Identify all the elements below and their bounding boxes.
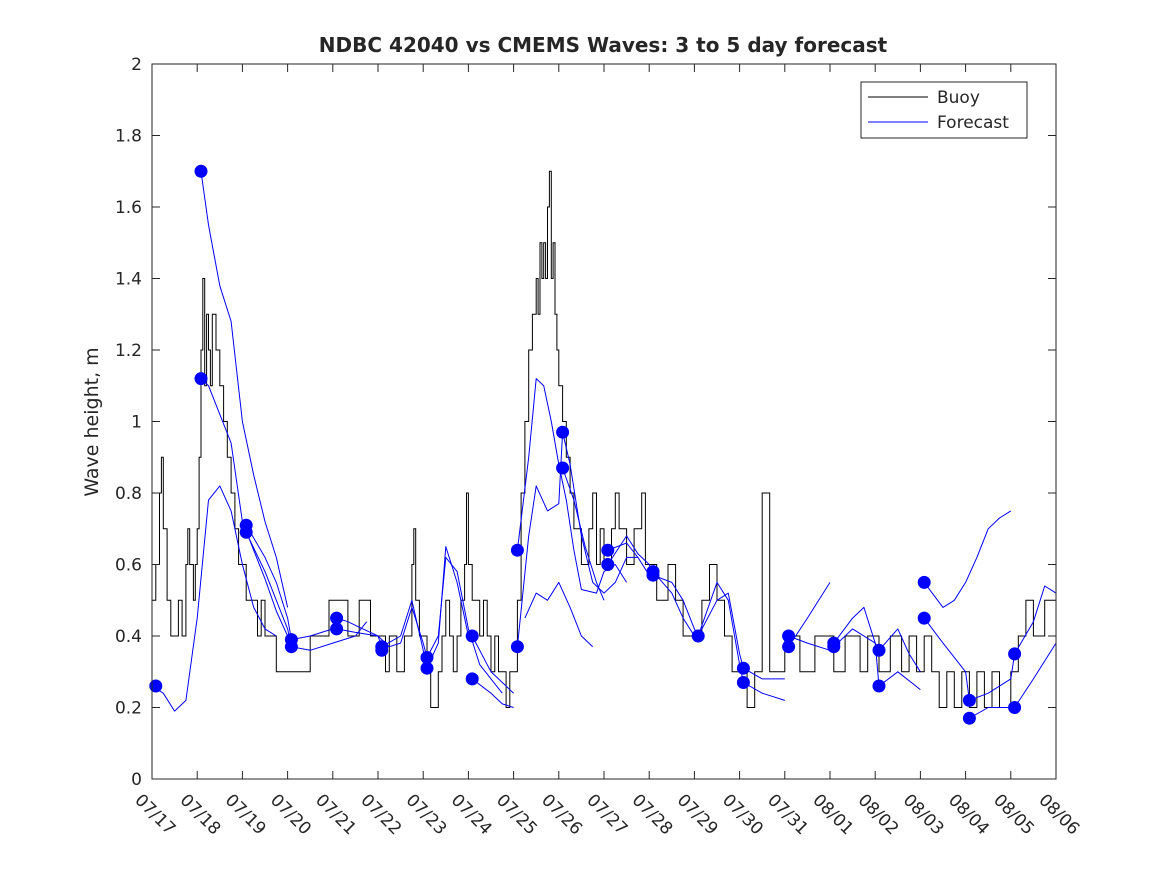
x-tick-label: 08/01 bbox=[808, 790, 857, 839]
plot-area bbox=[152, 64, 1056, 779]
chart-title: NDBC 42040 vs CMEMS Waves: 3 to 5 day fo… bbox=[319, 33, 888, 57]
legend-label-forecast: Forecast bbox=[937, 113, 1009, 133]
x-tick-label: 08/04 bbox=[944, 790, 993, 839]
forecast-init-marker bbox=[736, 676, 750, 689]
forecast-series-line bbox=[524, 581, 594, 648]
legend: Buoy Forecast bbox=[860, 81, 1028, 139]
forecast-init-marker bbox=[917, 575, 931, 589]
forecast-init-marker bbox=[601, 558, 615, 571]
forecast-init-marker bbox=[962, 693, 976, 707]
forecast-init-marker bbox=[510, 543, 524, 557]
forecast-series-line bbox=[516, 378, 628, 594]
forecast-series-line bbox=[336, 556, 503, 694]
legend-box bbox=[860, 81, 1028, 139]
x-tick-label: 08/06 bbox=[1034, 790, 1083, 839]
forecast-init-marker bbox=[962, 711, 976, 725]
y-tick-label: 0.2 bbox=[115, 699, 142, 719]
forecast-init-marker bbox=[782, 629, 796, 643]
x-tick-label: 07/21 bbox=[311, 790, 360, 839]
x-tick-label: 07/19 bbox=[221, 790, 270, 839]
forecast-series-line bbox=[923, 585, 1057, 701]
y-tick-label: 1.6 bbox=[115, 198, 142, 218]
forecast-init-marker bbox=[646, 568, 660, 582]
x-tick-label: 07/20 bbox=[266, 790, 315, 839]
y-axis: 0 0.2 0.4 0.6 0.8 1 1.2 1.4 1.6 1.8 2 bbox=[115, 55, 1056, 790]
y-tick-label: 1.4 bbox=[115, 270, 142, 290]
x-tick-label: 07/25 bbox=[492, 790, 541, 839]
forecast-init-marker bbox=[872, 643, 886, 657]
forecast-series-line bbox=[200, 171, 289, 608]
forecast-init-marker bbox=[149, 679, 163, 693]
data-layer bbox=[149, 164, 1057, 725]
y-axis-label: Wave height, m bbox=[81, 347, 103, 496]
y-tick-label: 0 bbox=[131, 770, 142, 790]
forecast-init-marker bbox=[917, 611, 931, 625]
forecast-init-marker bbox=[782, 640, 796, 654]
forecast-series-line bbox=[151, 485, 277, 712]
x-tick-label: 07/18 bbox=[176, 790, 225, 839]
forecast-init-marker bbox=[194, 372, 208, 386]
x-tick-label: 07/22 bbox=[356, 790, 405, 839]
forecast-init-marker bbox=[330, 622, 344, 636]
x-tick-label: 07/31 bbox=[763, 790, 812, 839]
forecast-init-marker bbox=[465, 672, 479, 686]
forecast-init-marker bbox=[420, 661, 434, 675]
forecast-init-marker bbox=[556, 425, 570, 439]
x-tick-label: 07/29 bbox=[673, 790, 722, 839]
forecast-series-line bbox=[516, 431, 638, 647]
forecast-init-marker bbox=[872, 679, 886, 693]
y-tick-label: 0.8 bbox=[115, 484, 142, 504]
x-tick-label: 07/26 bbox=[537, 790, 586, 839]
forecast-init-marker bbox=[375, 643, 389, 657]
forecast-series-line bbox=[788, 606, 921, 673]
forecast-init-marker bbox=[827, 640, 841, 654]
forecast-init-marker bbox=[1008, 701, 1022, 714]
x-tick-label: 08/05 bbox=[989, 790, 1038, 839]
forecast-series-line bbox=[245, 532, 368, 651]
y-tick-label: 0.6 bbox=[115, 556, 142, 576]
x-tick-label: 07/28 bbox=[628, 790, 677, 839]
forecast-init-marker bbox=[420, 651, 434, 664]
y-tick-label: 2 bbox=[131, 55, 142, 75]
forecast-series-line bbox=[923, 510, 1012, 608]
forecast-init-marker bbox=[556, 461, 570, 475]
legend-label-buoy: Buoy bbox=[937, 88, 980, 108]
forecast-init-marker bbox=[330, 611, 344, 625]
x-tick-label: 08/03 bbox=[899, 790, 948, 839]
forecast-series-line bbox=[245, 524, 333, 641]
y-tick-label: 0.4 bbox=[115, 627, 142, 647]
x-tick-label: 08/02 bbox=[854, 790, 903, 839]
forecast-init-marker bbox=[239, 525, 253, 539]
x-tick-label: 07/24 bbox=[447, 790, 496, 839]
y-tick-label: 1.2 bbox=[115, 341, 142, 361]
x-tick-label: 07/23 bbox=[402, 790, 451, 839]
forecast-series-line bbox=[471, 678, 514, 708]
forecast-init-marker bbox=[601, 543, 615, 557]
x-tick-label: 07/27 bbox=[582, 790, 631, 839]
forecast-init-marker bbox=[510, 640, 524, 654]
buoy-series-line bbox=[152, 170, 1056, 708]
forecast-init-marker bbox=[194, 164, 208, 178]
forecast-init-marker bbox=[465, 629, 479, 643]
x-tick-label: 07/17 bbox=[130, 790, 179, 839]
y-tick-label: 1.8 bbox=[115, 127, 142, 147]
forecast-init-marker bbox=[1008, 647, 1022, 661]
forecast-series-line bbox=[833, 628, 921, 690]
forecast-init-marker bbox=[736, 661, 750, 675]
forecast-init-marker bbox=[284, 640, 298, 654]
forecast-series-line bbox=[562, 467, 605, 601]
forecast-init-marker bbox=[691, 629, 705, 643]
x-tick-label: 07/30 bbox=[718, 790, 767, 839]
y-tick-label: 1 bbox=[131, 413, 142, 433]
